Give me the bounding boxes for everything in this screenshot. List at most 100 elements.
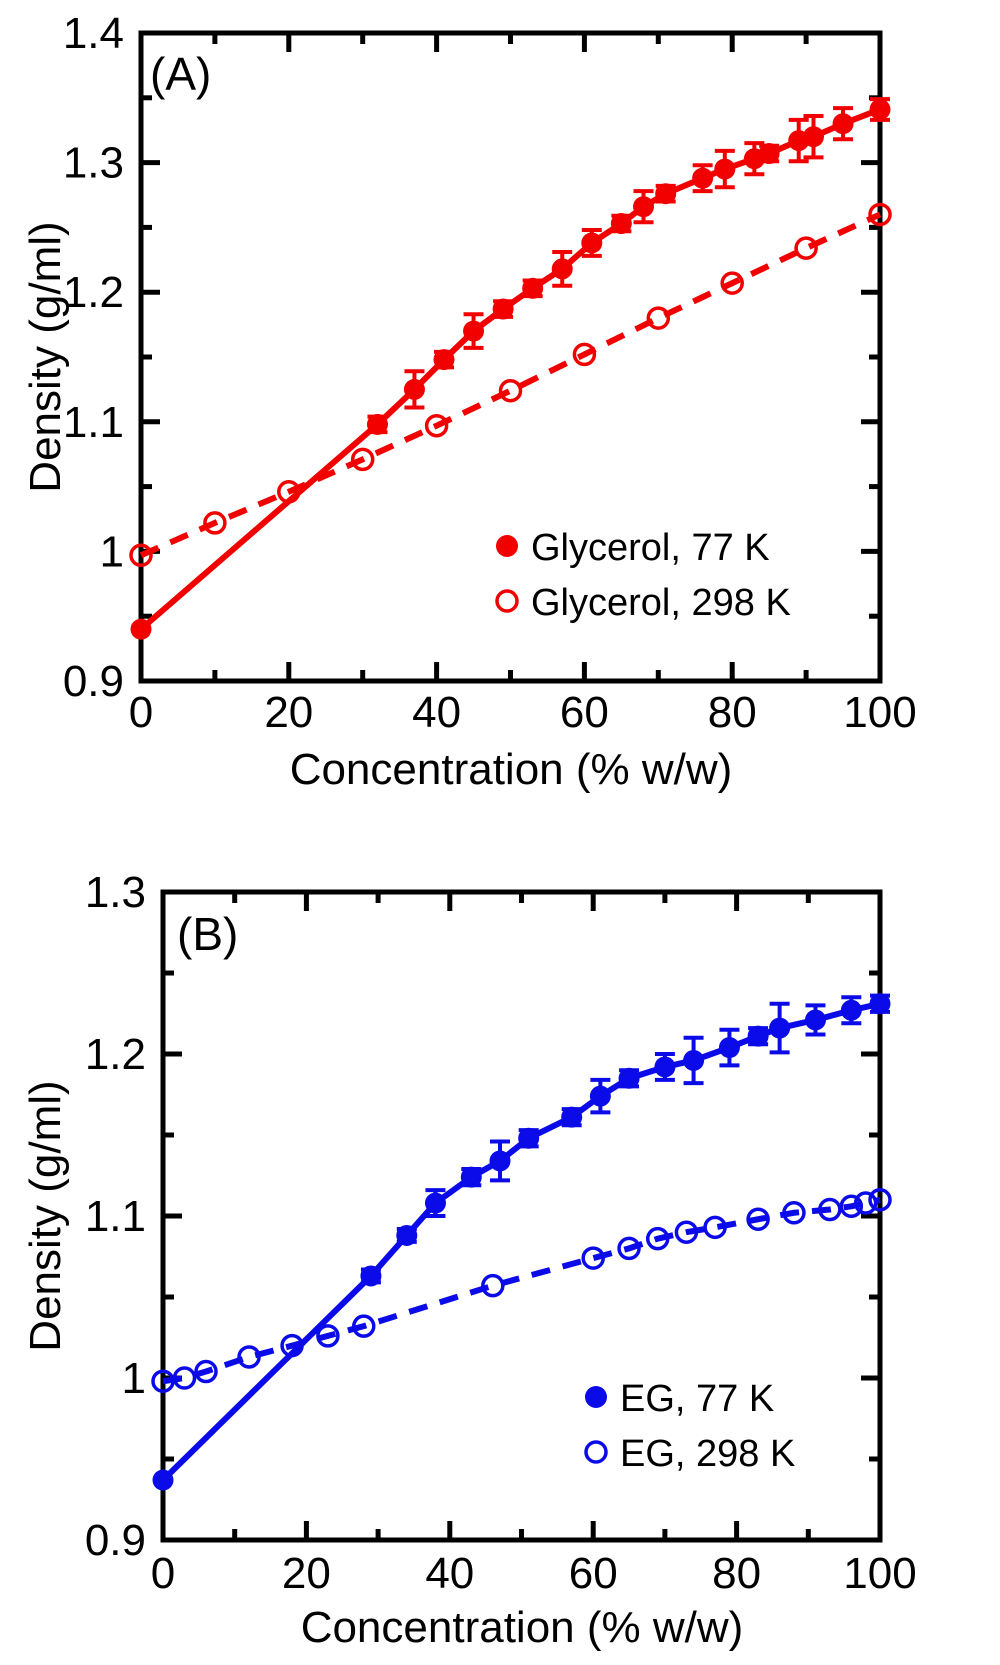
data-point-filled <box>433 349 455 371</box>
data-point-filled <box>589 1085 611 1107</box>
legend-open-circle-icon <box>495 589 519 613</box>
data-point-open <box>316 1324 340 1348</box>
panel-b-legend: EG, 77 K EG, 298 K <box>584 1378 795 1475</box>
data-point-open <box>794 236 818 260</box>
data-point-open <box>868 1188 892 1212</box>
x-tick-label: 40 <box>412 688 461 737</box>
legend-filled-circle-icon <box>496 535 518 557</box>
data-point-filled <box>683 1049 705 1071</box>
data-point-open <box>617 1236 641 1261</box>
y-tick-label: 1.4 <box>63 9 124 58</box>
plot-frame <box>160 889 883 1543</box>
y-tick-label: 1.3 <box>63 139 124 188</box>
x-tick-label: 80 <box>708 688 757 737</box>
x-tick-label: 100 <box>843 1549 916 1598</box>
data-point-filled <box>692 167 714 189</box>
data-point-open <box>818 1197 842 1222</box>
data-point-open <box>280 1333 304 1358</box>
y-tick-label: 1 <box>122 1354 146 1403</box>
data-point-open <box>645 1226 670 1251</box>
panel-a-legend-label-77k: Glycerol, 77 K <box>531 527 770 569</box>
data-point-filled <box>769 1017 791 1039</box>
y-tick-label: 1.1 <box>85 1192 146 1241</box>
data-point-filled <box>561 1106 583 1128</box>
panel-a-yaxis-title: Density (g/ml) <box>21 221 70 492</box>
data-point-open <box>498 378 523 403</box>
y-tick-label: 0.9 <box>63 657 124 706</box>
data-point-filled <box>489 1150 511 1172</box>
data-point-filled <box>130 618 152 640</box>
panel-b-plot: 0 20 40 60 80 100 0.9 1 1.1 1.2 1.3 <box>85 868 917 1598</box>
panel-a-legend: Glycerol, 77 K Glycerol, 298 K <box>495 527 791 624</box>
data-point-filled <box>463 320 485 342</box>
data-point-filled <box>869 98 891 120</box>
panel-b-label: (B) <box>177 908 238 960</box>
plot-frame <box>138 30 883 684</box>
data-point-filled <box>396 1224 418 1246</box>
data-point-filled <box>655 183 677 205</box>
panel-b-xaxis-title: Concentration (% w/w) <box>301 1603 744 1652</box>
data-point-filled <box>551 258 573 280</box>
y-tick-label: 1.1 <box>63 398 124 447</box>
x-tick-label: 0 <box>129 688 153 737</box>
series-line-dashed <box>162 1196 881 1385</box>
data-point-filled <box>618 1067 640 1089</box>
data-point-filled <box>518 1127 540 1149</box>
data-point-open <box>746 1207 770 1231</box>
data-point-filled <box>460 1166 482 1188</box>
data-point-filled <box>840 999 862 1021</box>
data-point-filled <box>633 196 655 218</box>
data-point-open <box>839 1194 864 1219</box>
data-point-open <box>237 1345 261 1369</box>
data-point-open <box>194 1359 218 1384</box>
series-line-dashed <box>139 211 882 559</box>
x-tick-label: 20 <box>264 688 313 737</box>
data-point-open <box>350 447 375 472</box>
data-point-open <box>868 202 892 227</box>
x-tick-label: 60 <box>569 1549 618 1598</box>
data-point-open <box>424 413 449 438</box>
data-point-open <box>572 342 597 367</box>
panel-b-legend-label-77k: EG, 77 K <box>620 1378 774 1420</box>
data-point-filled <box>804 1009 826 1031</box>
data-point-open <box>720 271 744 295</box>
data-point-open <box>674 1220 699 1244</box>
x-tick-label: 60 <box>560 688 609 737</box>
panel-a-label: (A) <box>150 48 211 100</box>
data-point-open <box>352 1314 376 1338</box>
data-point-filled <box>832 113 854 135</box>
x-tick-label: 20 <box>282 1549 331 1598</box>
legend-filled-circle-icon <box>585 1386 607 1408</box>
data-point-filled <box>403 378 425 400</box>
data-point-open <box>129 543 153 568</box>
y-tick-label: 1.2 <box>63 268 124 317</box>
data-point-filled <box>802 126 824 148</box>
panel-b-legend-label-298k: EG, 298 K <box>620 1433 795 1475</box>
data-point-filled <box>581 232 603 254</box>
data-point-filled <box>492 298 514 320</box>
y-tick-label: 1 <box>100 527 124 576</box>
y-tick-label: 1.2 <box>85 1030 146 1079</box>
data-point-filled <box>360 1265 382 1287</box>
data-point-open <box>151 1369 175 1393</box>
data-point-filled <box>522 277 544 299</box>
data-point-open <box>277 480 301 504</box>
y-tick-label: 0.9 <box>85 1516 146 1565</box>
data-point-filled <box>152 1469 174 1491</box>
panel-b-yaxis-title: Density (g/ml) <box>21 1080 70 1351</box>
data-point-filled <box>869 993 891 1015</box>
data-point-filled <box>714 158 736 180</box>
data-point-filled <box>424 1192 446 1214</box>
data-point-filled <box>718 1037 740 1059</box>
data-point-filled <box>610 213 632 235</box>
x-tick-label: 0 <box>151 1549 175 1598</box>
data-point-open <box>782 1201 806 1225</box>
data-point-open <box>581 1246 605 1270</box>
y-tick-label: 1.3 <box>85 868 146 917</box>
data-point-open <box>646 306 671 330</box>
legend-open-circle-icon <box>584 1440 608 1464</box>
panel-a-plot: 0 20 40 60 80 100 0.9 1 1.1 1.2 1.3 1.4 <box>63 9 917 737</box>
data-point-open <box>172 1366 197 1390</box>
